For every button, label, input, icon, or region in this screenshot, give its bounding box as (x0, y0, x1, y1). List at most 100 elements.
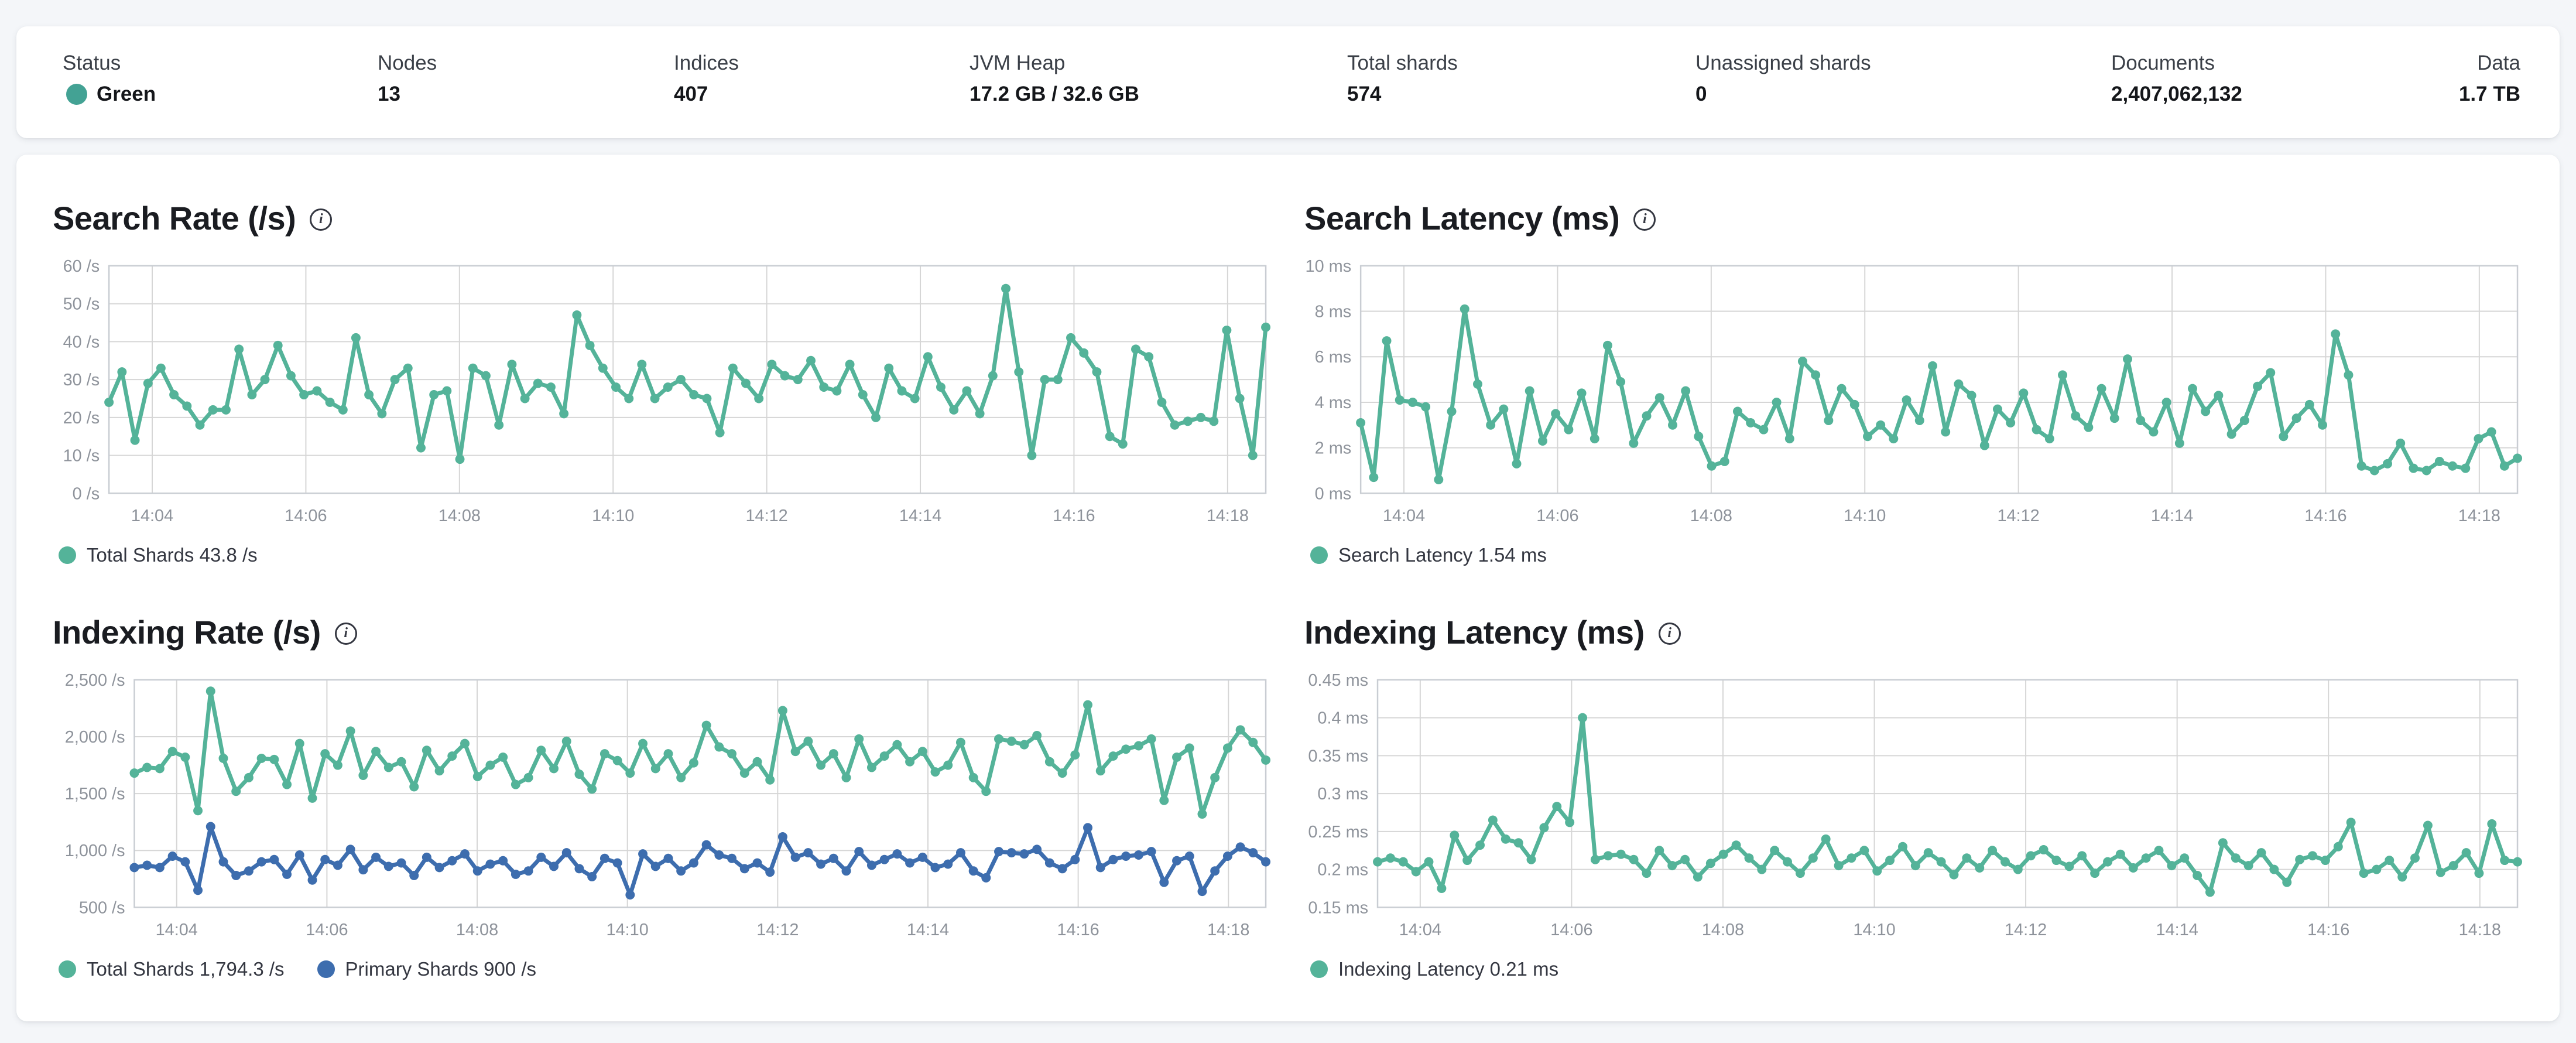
svg-text:14:08: 14:08 (456, 921, 498, 939)
legend-item: Search Latency 1.54 ms (1310, 544, 1547, 566)
svg-text:14:14: 14:14 (2156, 921, 2198, 939)
legend-dot-icon (59, 546, 76, 564)
svg-text:14:10: 14:10 (1844, 507, 1886, 525)
metrics-panel: Search Rate (/s) i 60 /s 50 /s 40 /s 30 /s 2… (16, 155, 2560, 1021)
chart-indexing-latency: Indexing Latency (ms) i 0.45 ms 0.4 ms 0.3… (1304, 613, 2523, 980)
svg-text:14:18: 14:18 (2458, 507, 2500, 525)
legend-label: Indexing Latency 0.21 ms (1338, 958, 1559, 980)
stat-unassigned-shards: Unassigned shards 0 (1695, 50, 1871, 106)
legend-label: Total Shards 43.8 /s (87, 544, 258, 566)
stat-indices: Indices 407 (674, 50, 739, 106)
chart-title: Search Latency (ms) (1304, 200, 1620, 237)
svg-text:8 ms: 8 ms (1315, 303, 1352, 322)
svg-text:14:12: 14:12 (745, 507, 787, 525)
chart-header: Search Latency (ms) i (1304, 199, 2523, 237)
svg-text:0 ms: 0 ms (1315, 484, 1352, 503)
svg-text:14:18: 14:18 (2459, 921, 2501, 939)
info-icon[interactable]: i (334, 622, 357, 645)
svg-text:0 /s: 0 /s (73, 484, 100, 503)
chart-search-rate: Search Rate (/s) i 60 /s 50 /s 40 /s 30 /s 2… (53, 199, 1272, 566)
svg-text:14:18: 14:18 (1207, 921, 1249, 939)
svg-text:4 ms: 4 ms (1315, 394, 1352, 412)
svg-text:1,000 /s: 1,000 /s (65, 842, 125, 860)
search-latency-plot[interactable]: 10 ms 8 ms 6 ms 4 ms 2 ms 0 ms 14:04 14:06 14:08… (1304, 257, 2523, 531)
svg-text:0.4 ms: 0.4 ms (1317, 709, 1368, 728)
svg-text:14:08: 14:08 (1690, 507, 1732, 525)
info-icon[interactable]: i (1658, 622, 1681, 645)
stat-label: Nodes (378, 52, 437, 74)
svg-text:50 /s: 50 /s (63, 295, 100, 314)
search-rate-plot[interactable]: 60 /s 50 /s 40 /s 30 /s 20 /s 10 /s 0 /s 14:04 1… (53, 257, 1272, 531)
svg-text:2 ms: 2 ms (1315, 439, 1352, 458)
svg-text:0.3 ms: 0.3 ms (1317, 785, 1368, 803)
svg-text:14:04: 14:04 (131, 507, 173, 525)
chart-legend: Search Latency 1.54 ms (1304, 544, 2523, 566)
svg-text:14:14: 14:14 (899, 507, 941, 525)
svg-text:40 /s: 40 /s (63, 333, 100, 351)
svg-text:20 /s: 20 /s (63, 409, 100, 428)
stat-value: 13 (378, 83, 400, 105)
stat-status: Status Green (63, 50, 156, 106)
legend-item: Indexing Latency 0.21 ms (1310, 958, 1558, 980)
legend-item: Total Shards 43.8 /s (59, 544, 258, 566)
chart-title: Indexing Rate (/s) (53, 614, 321, 651)
svg-text:14:16: 14:16 (2307, 921, 2349, 939)
svg-text:14:12: 14:12 (2005, 921, 2047, 939)
legend-dot-icon (1310, 546, 1328, 564)
svg-text:14:14: 14:14 (2151, 507, 2193, 525)
stat-label: Indices (674, 52, 739, 74)
cluster-overview-bar: Status Green Nodes 13 Indices 407 JVM He… (16, 26, 2560, 138)
stat-jvm-heap: JVM Heap 17.2 GB / 32.6 GB (970, 50, 1139, 106)
chart-grid: Search Rate (/s) i 60 /s 50 /s 40 /s 30 /s 2… (53, 199, 2523, 980)
chart-title: Indexing Latency (ms) (1304, 614, 1645, 651)
legend-dot-icon (59, 960, 76, 978)
stat-nodes: Nodes 13 (378, 50, 437, 106)
indexing-latency-plot[interactable]: 0.45 ms 0.4 ms 0.35 ms 0.3 ms 0.25 ms 0.2 ms 0… (1304, 671, 2523, 945)
svg-text:30 /s: 30 /s (63, 371, 100, 389)
legend-label: Primary Shards 900 /s (345, 958, 537, 980)
svg-text:0.25 ms: 0.25 ms (1308, 823, 1368, 842)
svg-text:14:08: 14:08 (1702, 921, 1744, 939)
legend-item: Primary Shards 900 /s (317, 958, 536, 980)
stat-label: Data (2477, 52, 2520, 74)
legend-label: Search Latency 1.54 ms (1338, 544, 1547, 566)
chart-legend: Total Shards 43.8 /s (53, 544, 1272, 566)
stat-value: 574 (1347, 83, 1382, 105)
svg-text:14:12: 14:12 (756, 921, 799, 939)
chart-legend: Indexing Latency 0.21 ms (1304, 958, 2523, 980)
chart-legend: Total Shards 1,794.3 /s Primary Shards 90… (53, 958, 1272, 980)
legend-dot-icon (1310, 960, 1328, 978)
stat-value: 2,407,062,132 (2111, 83, 2242, 105)
info-icon[interactable]: i (1633, 208, 1656, 231)
svg-text:10 ms: 10 ms (1306, 257, 1352, 276)
svg-text:6 ms: 6 ms (1315, 348, 1352, 367)
svg-text:14:06: 14:06 (306, 921, 348, 939)
svg-text:14:08: 14:08 (439, 507, 481, 525)
chart-header: Indexing Rate (/s) i (53, 613, 1272, 651)
svg-text:0.35 ms: 0.35 ms (1308, 747, 1368, 765)
stat-documents: Documents 2,407,062,132 (2111, 50, 2242, 106)
stat-label: Documents (2111, 52, 2215, 74)
stat-label: JVM Heap (970, 52, 1066, 74)
svg-text:60 /s: 60 /s (63, 257, 100, 276)
svg-text:14:14: 14:14 (907, 921, 949, 939)
stat-label: Total shards (1347, 52, 1458, 74)
svg-text:10 /s: 10 /s (63, 447, 100, 466)
svg-text:14:10: 14:10 (607, 921, 649, 939)
indexing-rate-plot[interactable]: 2,500 /s 2,000 /s 1,500 /s 1,000 /s 500 /s 14… (53, 671, 1272, 945)
svg-text:1,500 /s: 1,500 /s (65, 785, 125, 803)
stat-label: Unassigned shards (1695, 52, 1871, 74)
svg-text:14:04: 14:04 (1383, 507, 1425, 525)
svg-text:14:10: 14:10 (1853, 921, 1895, 939)
svg-text:14:18: 14:18 (1207, 507, 1249, 525)
status-green-dot-icon (66, 84, 87, 105)
legend-dot-icon (317, 960, 335, 978)
svg-text:14:16: 14:16 (1057, 921, 1099, 939)
svg-text:2,000 /s: 2,000 /s (65, 728, 125, 747)
stat-value: Green (63, 83, 156, 106)
svg-text:14:04: 14:04 (156, 921, 198, 939)
svg-text:500 /s: 500 /s (79, 898, 125, 917)
svg-text:0.15 ms: 0.15 ms (1308, 898, 1368, 917)
info-icon[interactable]: i (310, 208, 333, 231)
stat-total-shards: Total shards 574 (1347, 50, 1458, 106)
